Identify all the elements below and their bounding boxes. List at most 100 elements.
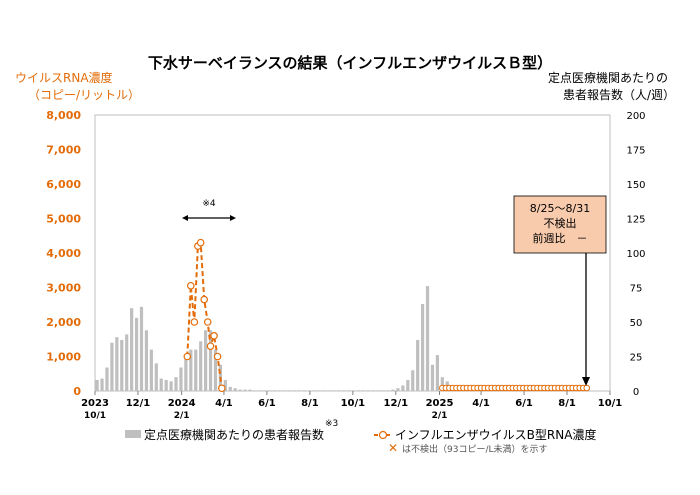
right-tick-label: 100 xyxy=(626,249,645,260)
left-axis-title-1: ウイルスRNA濃度 xyxy=(15,70,113,85)
legend-line-label: インフルエンザウイルスB型RNA濃度 xyxy=(395,427,596,442)
legend-bar-note: ※3 xyxy=(325,419,338,429)
x-tick-sublabel: 2/1 xyxy=(174,411,190,421)
bar xyxy=(351,390,356,391)
bar-series xyxy=(95,286,587,391)
bar xyxy=(312,390,316,391)
callout-arrowhead xyxy=(582,377,590,386)
bar xyxy=(420,304,425,391)
x-tick-label: 12/1 xyxy=(384,398,409,409)
bar xyxy=(406,379,410,391)
legend: 定点医療機関あたりの患者報告数 ※3 インフルエンザウイルスB型RNA濃度 ✕ … xyxy=(125,419,596,455)
bar xyxy=(337,390,341,391)
bar xyxy=(401,385,405,391)
bar xyxy=(371,390,375,391)
right-tick-label: 25 xyxy=(630,353,643,364)
line-point xyxy=(190,318,199,326)
left-tick-label: 7,000 xyxy=(46,144,81,157)
bar xyxy=(366,390,370,391)
right-axis-title-2: 患者報告数（人/週） xyxy=(563,87,675,102)
line-point xyxy=(210,331,218,340)
right-tick-label: 200 xyxy=(626,111,645,122)
line-point xyxy=(183,352,192,361)
x-axis-ticks: 2023 10/1 12/1 2024 2/1 4/1 6/1 8/1 10/1 12/1 2025… xyxy=(81,391,622,421)
bar xyxy=(110,342,114,391)
bar xyxy=(302,390,306,391)
bar xyxy=(213,349,218,391)
legend-bar-swatch xyxy=(125,430,141,438)
bar xyxy=(342,390,346,391)
left-tick-label: 8,000 xyxy=(46,109,81,122)
bar xyxy=(149,349,153,391)
callout-line-1: 8/25～8/31 xyxy=(530,202,590,215)
bar xyxy=(238,389,242,391)
bar xyxy=(386,390,390,391)
left-tick-label: 6,000 xyxy=(46,178,81,191)
callout-line-2: 不検出 xyxy=(544,216,577,230)
bar xyxy=(144,330,149,391)
right-tick-label: 0 xyxy=(633,387,639,398)
bar xyxy=(125,334,129,391)
bar xyxy=(381,390,385,391)
left-tick-label: 3,000 xyxy=(46,282,81,295)
bar xyxy=(332,390,336,391)
line-point xyxy=(218,384,226,393)
bar xyxy=(268,390,272,391)
bar xyxy=(174,377,178,391)
x-tick-label: 2025 xyxy=(426,398,454,409)
x-tick-sublabel: 2/1 xyxy=(432,411,448,421)
bar xyxy=(169,381,173,391)
bar xyxy=(292,390,296,391)
bar xyxy=(263,390,267,391)
bar xyxy=(115,337,119,391)
bar xyxy=(105,367,109,391)
annotation-4-arrowhead-right xyxy=(230,215,236,221)
bar xyxy=(228,386,232,391)
callout: 8/25～8/31 不検出 前週比 － xyxy=(513,195,607,386)
bar xyxy=(322,390,326,391)
bar xyxy=(208,330,213,391)
bar xyxy=(248,389,252,391)
bar xyxy=(184,356,188,391)
bar xyxy=(396,388,400,391)
x-tick-label: 2023 xyxy=(81,398,109,409)
line-point xyxy=(196,238,205,247)
bar xyxy=(277,390,282,391)
annotation-4-label: ※4 xyxy=(202,199,216,209)
right-tick-label: 75 xyxy=(630,284,643,295)
bar xyxy=(376,390,380,391)
bar xyxy=(179,367,183,391)
not-detected-markers xyxy=(439,384,591,392)
bar xyxy=(159,378,163,391)
bar xyxy=(430,364,435,391)
bar xyxy=(287,390,292,391)
x-tick-sublabel: 10/1 xyxy=(84,411,106,421)
line-point xyxy=(206,342,215,350)
x-tick-label: 12/1 xyxy=(126,398,151,409)
left-tick-label: 4,000 xyxy=(46,247,81,260)
bar xyxy=(189,349,193,391)
bar xyxy=(297,390,301,391)
x-tick-label: 10/1 xyxy=(598,398,623,409)
left-tick-label: 1,000 xyxy=(46,351,81,364)
bar xyxy=(282,390,287,391)
bar xyxy=(307,390,311,391)
bar xyxy=(440,377,444,391)
not-detected-marker xyxy=(583,384,591,392)
x-tick-label: 6/1 xyxy=(515,398,533,409)
line-point xyxy=(203,318,212,326)
callout-line-3: 前週比 － xyxy=(533,231,588,245)
bar xyxy=(425,286,430,391)
right-tick-label: 150 xyxy=(626,180,645,191)
x-tick-label: 8/1 xyxy=(558,398,576,409)
bar xyxy=(199,341,203,391)
annotation-4-arrowhead-left xyxy=(182,215,188,221)
bar xyxy=(258,390,262,391)
chart-title: 下水サーベイランスの結果（インフルエンザウイルスＢ型） xyxy=(148,54,552,72)
x-tick-label: 6/1 xyxy=(258,398,276,409)
annotation-4: ※4 xyxy=(182,199,236,221)
bar xyxy=(100,378,104,391)
bar xyxy=(139,306,144,391)
bar xyxy=(120,339,124,391)
